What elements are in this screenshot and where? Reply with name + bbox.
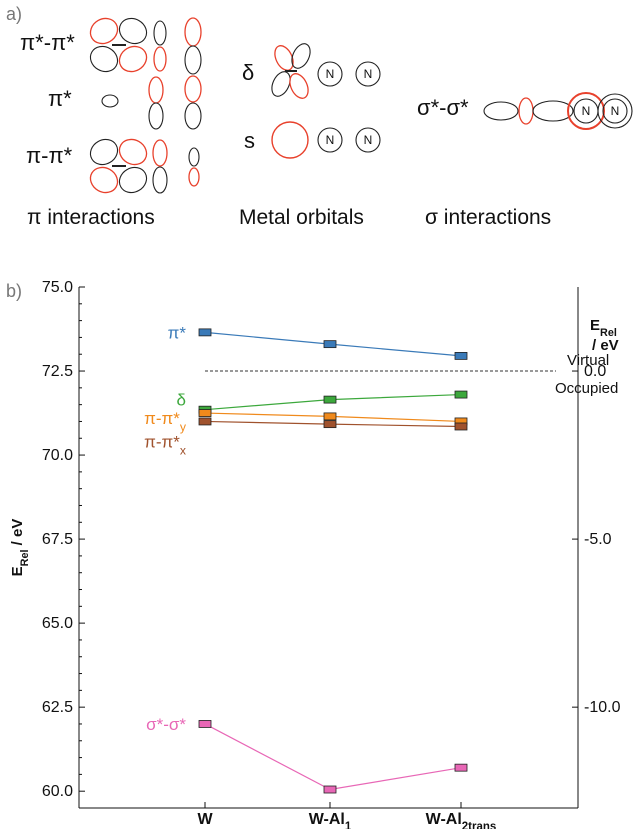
svg-text:N: N <box>364 67 373 81</box>
panel-a-label: a) <box>6 4 22 24</box>
pi-pi-star-p-orbital-2 <box>188 147 200 187</box>
svg-text:N: N <box>364 133 373 147</box>
y-tick-label: 70.0 <box>42 447 73 464</box>
data-marker <box>454 352 468 360</box>
data-marker <box>454 422 468 431</box>
section-title-pi: π interactions <box>27 206 155 229</box>
data-marker <box>454 763 468 772</box>
y-tick-label: 75.0 <box>42 279 73 296</box>
label-pi-pi-star: π-π* <box>26 143 73 168</box>
svg-text:N: N <box>582 104 591 118</box>
series-label: π-π*y <box>144 409 187 434</box>
svg-text:N: N <box>326 67 335 81</box>
y-tick-label: 60.0 <box>42 783 73 800</box>
data-marker <box>454 390 468 399</box>
data-marker <box>323 420 337 429</box>
x-category-label: W <box>197 811 213 828</box>
region-label-occupied: Occupied <box>555 380 618 397</box>
pi-pi-star-p-orbital-1 <box>152 139 168 194</box>
x-category-label: W-Al2trans <box>426 811 497 829</box>
pi-star-p-orbital-1 <box>148 76 164 130</box>
region-label-virtual: Virtual <box>567 352 609 369</box>
y2-tick-label: -5.0 <box>584 531 612 548</box>
x-category-label: W-Al1 <box>309 811 352 829</box>
label-pi-star-pi-star: π*-π* <box>20 30 75 55</box>
nitrogen-atom-s-2: N <box>355 127 381 153</box>
sigma-orbital <box>483 97 574 125</box>
svg-text:N: N <box>611 104 620 118</box>
y-tick-label: 65.0 <box>42 615 73 632</box>
series-label: π* <box>168 323 187 342</box>
data-marker <box>323 412 337 421</box>
label-pi-star: π* <box>48 86 72 111</box>
pi-star-p-orbital-2 <box>184 75 202 130</box>
data-marker <box>323 785 337 794</box>
nitrogen-atom-delta-1: N <box>317 61 343 87</box>
pi-star-pi-star-p-orbital-2 <box>184 17 202 75</box>
s-orbital <box>271 121 309 159</box>
data-marker <box>198 409 212 417</box>
data-marker <box>323 340 337 349</box>
energy-level-chart: 75.0 72.5 70.0 67.5 65.0 62.5 60.0 0.0 -5.0 -10.0… <box>9 279 621 829</box>
data-marker <box>198 720 212 728</box>
y-tick-label: 67.5 <box>42 531 73 548</box>
nitrogen-atom-delta-2: N <box>355 61 381 87</box>
pi-star-pi-star-orbital <box>89 17 148 73</box>
nitrogen-atom-s-1: N <box>317 127 343 153</box>
y2-tick-label: 0.0 <box>584 363 606 380</box>
svg-text:N: N <box>326 133 335 147</box>
series-line <box>204 723 462 791</box>
data-marker <box>198 328 212 337</box>
y2-axis-title: ERel <box>590 317 617 339</box>
panel-b-label: b) <box>6 281 22 301</box>
section-title-metal: Metal orbitals <box>239 206 364 229</box>
series-label: δ <box>177 391 186 410</box>
label-sigma-star-sigma-star: σ*-σ* <box>417 95 469 120</box>
data-marker <box>323 395 337 404</box>
nitrogen-atom-sigma-2: N <box>597 93 633 129</box>
y2-tick-label: -10.0 <box>584 699 621 716</box>
label-delta: δ <box>242 60 254 85</box>
y-tick-label: 72.5 <box>42 363 73 380</box>
y-tick-label: 62.5 <box>42 699 73 716</box>
label-s: s <box>244 128 255 153</box>
series-label: π-π*x <box>144 433 186 458</box>
y-axis-title: ERel / eV <box>9 519 31 577</box>
pi-star-small-orbital <box>101 94 119 108</box>
delta-orbital <box>271 43 311 99</box>
y2-axis-title-unit: / eV <box>592 337 619 354</box>
data-marker <box>198 417 212 426</box>
series-label: σ*-σ* <box>146 715 186 734</box>
section-title-sigma: σ interactions <box>425 206 551 229</box>
pi-star-pi-star-p-orbital-1 <box>153 20 167 72</box>
pi-pi-star-orbital <box>89 138 148 194</box>
